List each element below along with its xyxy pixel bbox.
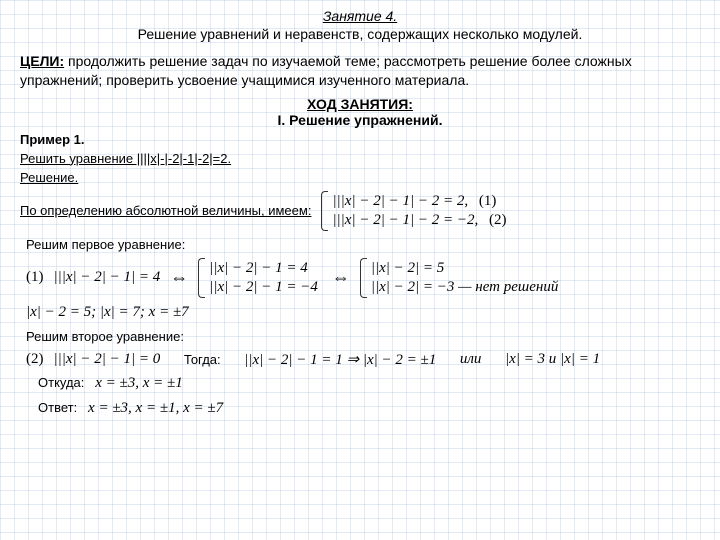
eq1-lhs: |||x| − 2| − 1| = 4 [54, 269, 161, 286]
sys-eq-2: |||x| − 2| − 1| − 2 = −2, [332, 212, 478, 228]
eq1-result-2: ||x| − 2| = −3 — нет решений [371, 279, 558, 296]
definition-text: По определению абсолютной величины, имее… [20, 203, 311, 218]
eq1-label: (1) [26, 269, 44, 286]
section-head-1: ХОД ЗАНЯТИЯ: [20, 96, 700, 112]
lesson-subtitle: Решение уравнений и неравенств, содержащ… [20, 26, 700, 42]
eq1-result-1: ||x| − 2| = 5 [371, 260, 558, 277]
iff-arrow-1: ⇔ [170, 267, 188, 288]
eq2-result: |x| = 3 и |x| = 1 [505, 351, 600, 368]
iff-arrow-2: ⇔ [332, 267, 350, 288]
goals-block: ЦЕЛИ: продолжить решение задач по изучае… [20, 52, 700, 90]
solution-label: Решение. [20, 170, 700, 185]
or-label: или [460, 351, 482, 368]
whence-eq: x = ±3, x = ±1 [95, 375, 183, 391]
then-label: Тогда: [184, 352, 221, 367]
sys-eq-1: |||x| − 2| − 1| − 2 = 2, [332, 193, 468, 209]
eq1-branch-2: ||x| − 2| − 1 = −4 [209, 279, 318, 296]
eq1-final: |x| − 2 = 5; |x| = 7; x = ±7 [26, 304, 700, 321]
lesson-title: Занятие 4. [20, 8, 700, 24]
eq1-branch-1: ||x| − 2| − 1 = 4 [209, 260, 318, 277]
whence-label: Откуда: [38, 375, 84, 390]
goals-lead: ЦЕЛИ: [20, 53, 64, 69]
eq2-lhs: |||x| − 2| − 1| = 0 [54, 351, 161, 368]
answer-label: Ответ: [38, 400, 77, 415]
solve-first-label: Решим первое уравнение: [26, 237, 700, 252]
eq2-label: (2) [26, 351, 44, 368]
bracket-icon [360, 258, 367, 298]
goals-text: продолжить решение задач по изучаемой те… [20, 53, 632, 88]
solve-second-label: Решим второе уравнение: [26, 329, 700, 344]
example-1-label: Пример 1. [20, 132, 700, 147]
sys-eq-2-num: (2) [489, 212, 507, 228]
answer-eq: x = ±3, x = ±1, x = ±7 [88, 400, 223, 416]
bracket-icon [198, 258, 205, 298]
eq2-step: ||x| − 2| − 1 = 1 ⇒ |x| − 2 = ±1 [244, 350, 436, 369]
example-1-task: Решить уравнение ||||x|-|-2|-1|-2|=2. [20, 151, 700, 166]
bracket-icon [321, 191, 328, 231]
sys-eq-1-num: (1) [479, 193, 497, 209]
section-head-2: I. Решение упражнений. [20, 112, 700, 128]
